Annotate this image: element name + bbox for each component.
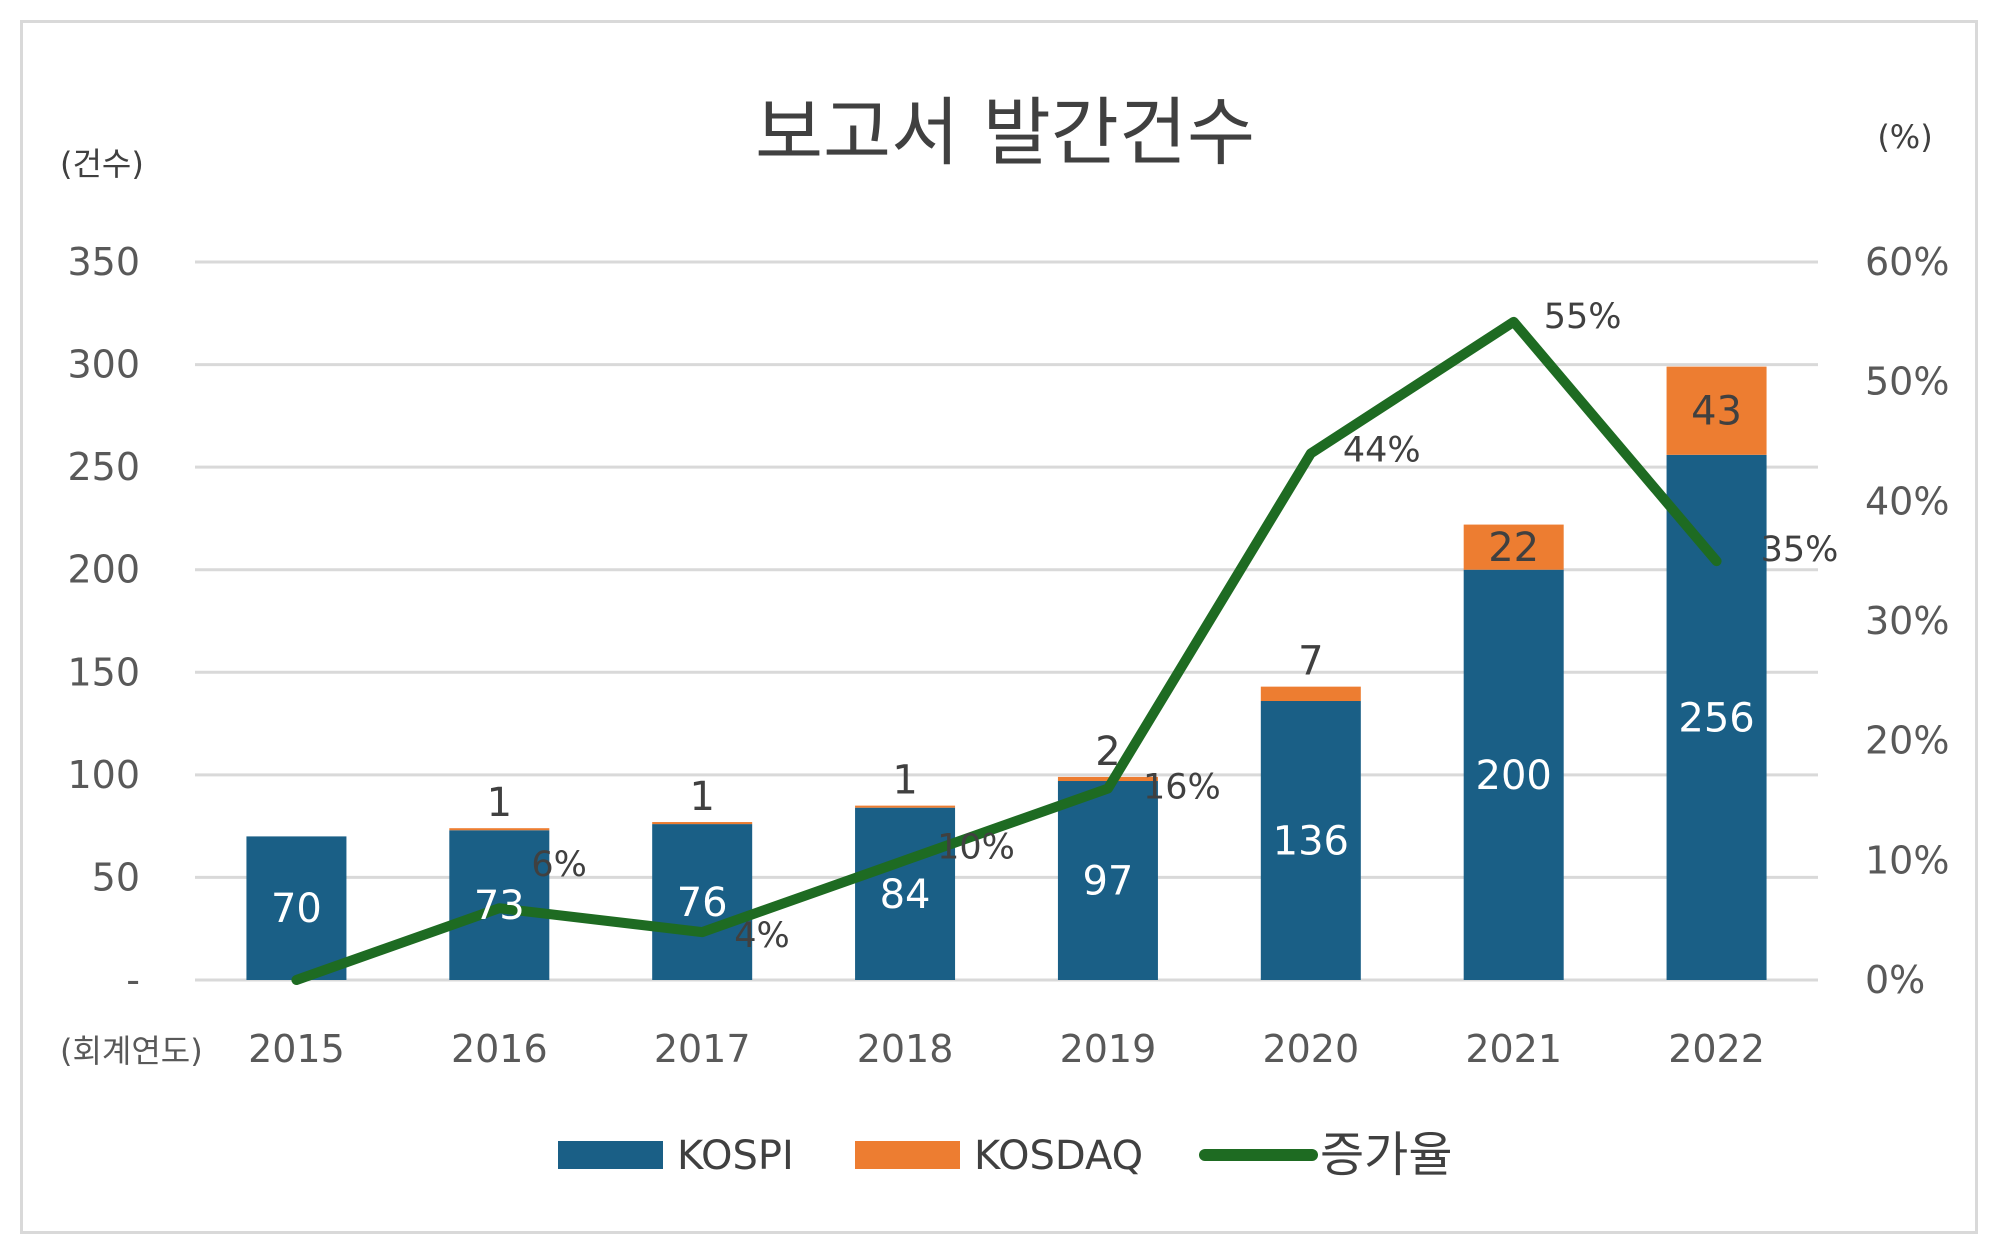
growth-rate-data-label: 16% xyxy=(1143,768,1221,808)
x-axis-tick-label: 2020 xyxy=(1262,1027,1359,1071)
kosdaq-data-label: 2 xyxy=(1095,729,1120,775)
kosdaq-data-label: 43 xyxy=(1691,389,1742,435)
x-axis-tick-label: 2018 xyxy=(857,1027,954,1071)
growth-rate-data-label: 6% xyxy=(531,845,587,885)
x-axis-tick-label: 2015 xyxy=(248,1027,345,1071)
y-axis-tick-label: 100 xyxy=(67,753,140,797)
bar-kospi xyxy=(652,824,753,980)
y-axis-tick-label: 350 xyxy=(67,240,140,284)
kosdaq-data-label: 7 xyxy=(1298,639,1323,685)
bar-kospi xyxy=(1666,454,1767,980)
y2-axis-tick-label: 60% xyxy=(1865,240,1949,284)
chart-frame xyxy=(20,20,1978,1234)
kosdaq-data-label: 1 xyxy=(892,758,917,804)
x-axis-tick-label: 2019 xyxy=(1060,1027,1157,1071)
y-axis-unit-label: (건수) xyxy=(60,145,144,183)
growth-rate-data-label: 35% xyxy=(1761,530,1839,570)
y-axis-tick-label: 150 xyxy=(67,650,140,694)
legend-swatch-kosdaq xyxy=(855,1141,960,1169)
bar-kosdaq xyxy=(855,805,956,808)
growth-rate-line xyxy=(291,316,1722,985)
growth-rate-data-label: 44% xyxy=(1343,430,1421,470)
bar-kosdaq xyxy=(449,828,550,831)
x-axis-tick-label: 2022 xyxy=(1668,1027,1765,1071)
legend-label-kosdaq: KOSDAQ xyxy=(974,1133,1143,1179)
bar-kosdaq xyxy=(1666,366,1767,455)
kospi-data-label: 97 xyxy=(1082,859,1133,905)
x-axis-tick-label: 2021 xyxy=(1465,1027,1562,1071)
kospi-data-label: 70 xyxy=(271,886,322,932)
kospi-data-label: 200 xyxy=(1476,753,1552,799)
y2-axis-tick-label: 20% xyxy=(1865,719,1949,763)
legend-label-growth-rate: 증가율 xyxy=(1320,1127,1452,1183)
y-axis-tick-label: 50 xyxy=(92,855,140,899)
kosdaq-data-label: 22 xyxy=(1488,525,1539,571)
kosdaq-data-label: 1 xyxy=(689,774,714,820)
kospi-data-label: 73 xyxy=(474,883,525,929)
kospi-data-label: 256 xyxy=(1678,695,1754,741)
bar-kosdaq xyxy=(1463,524,1564,570)
bar-kospi xyxy=(246,836,347,980)
growth-rate-data-label: 55% xyxy=(1544,297,1622,337)
x-axis-tick-label: 2017 xyxy=(654,1027,751,1071)
kospi-data-label: 136 xyxy=(1273,819,1349,865)
bar-kospi xyxy=(855,807,956,980)
bar-kosdaq xyxy=(652,822,753,825)
y2-axis-unit-label: (%) xyxy=(1877,118,1932,156)
y2-axis-tick-label: 30% xyxy=(1865,599,1949,643)
chart-title: 보고서 발간건수 xyxy=(755,90,1255,176)
bar-kospi xyxy=(1463,569,1564,980)
x-axis-unit-label: (회계연도) xyxy=(60,1032,203,1070)
y2-axis-tick-label: 50% xyxy=(1865,360,1949,404)
legend-swatch-kospi xyxy=(558,1141,663,1169)
kospi-data-label: 84 xyxy=(880,872,931,918)
legend-label-kospi: KOSPI xyxy=(677,1133,794,1179)
bar-kospi xyxy=(1260,701,1361,980)
bar-kospi xyxy=(1057,781,1158,980)
kosdaq-data-label: 1 xyxy=(487,780,512,826)
y2-axis-tick-label: 0% xyxy=(1865,958,1925,1002)
y-axis-tick-label: 200 xyxy=(67,548,140,592)
y2-axis-tick-label: 10% xyxy=(1865,838,1949,882)
growth-rate-data-label: 4% xyxy=(734,916,790,956)
y-axis-tick-label: 250 xyxy=(67,445,140,489)
bar-kosdaq xyxy=(1260,686,1361,702)
growth-rate-data-label: 10% xyxy=(937,827,1015,867)
kospi-data-label: 76 xyxy=(677,880,728,926)
y-axis-tick-label: 300 xyxy=(67,343,140,387)
x-axis-tick-label: 2016 xyxy=(451,1027,548,1071)
y2-axis-tick-label: 40% xyxy=(1865,479,1949,523)
y-axis-tick-label: - xyxy=(126,958,140,1002)
